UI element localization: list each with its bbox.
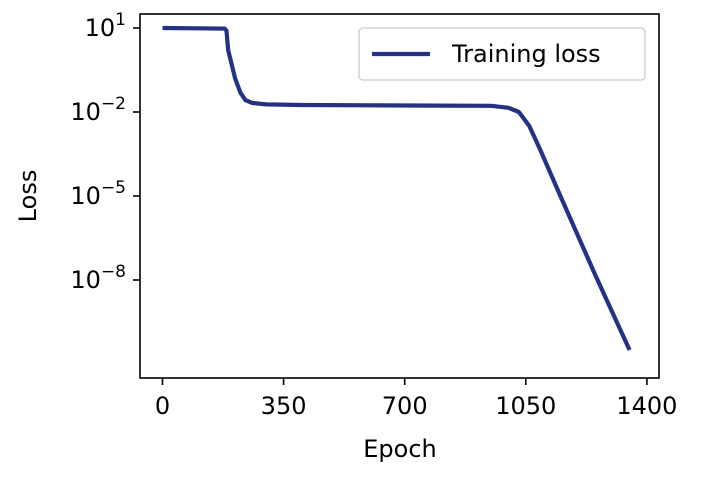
legend-box [358,27,646,81]
series-layer [162,25,632,351]
y-tick-label: 10−8 [70,262,126,294]
ticks-layer: 0 350 700 1050 1400 101 10−2 10−5 10−8 [70,10,677,420]
y-tick-label: 101 [85,10,126,42]
x-tick-label: 0 [155,392,170,420]
plot-frame [139,13,660,379]
x-tick-label: 1400 [616,392,677,420]
x-axis-label: Epoch [363,435,437,463]
legend: Training loss [358,27,646,81]
series-line-training-loss [162,25,632,351]
y-tick-label: 10−2 [70,94,126,126]
x-tick-label: 1050 [495,392,556,420]
legend-label-training-loss: Training loss [451,40,601,68]
y-axis-label: Loss [14,170,42,223]
y-tick-label: 10−5 [70,178,126,210]
x-tick-label: 700 [382,392,428,420]
x-tick-label: 350 [261,392,307,420]
